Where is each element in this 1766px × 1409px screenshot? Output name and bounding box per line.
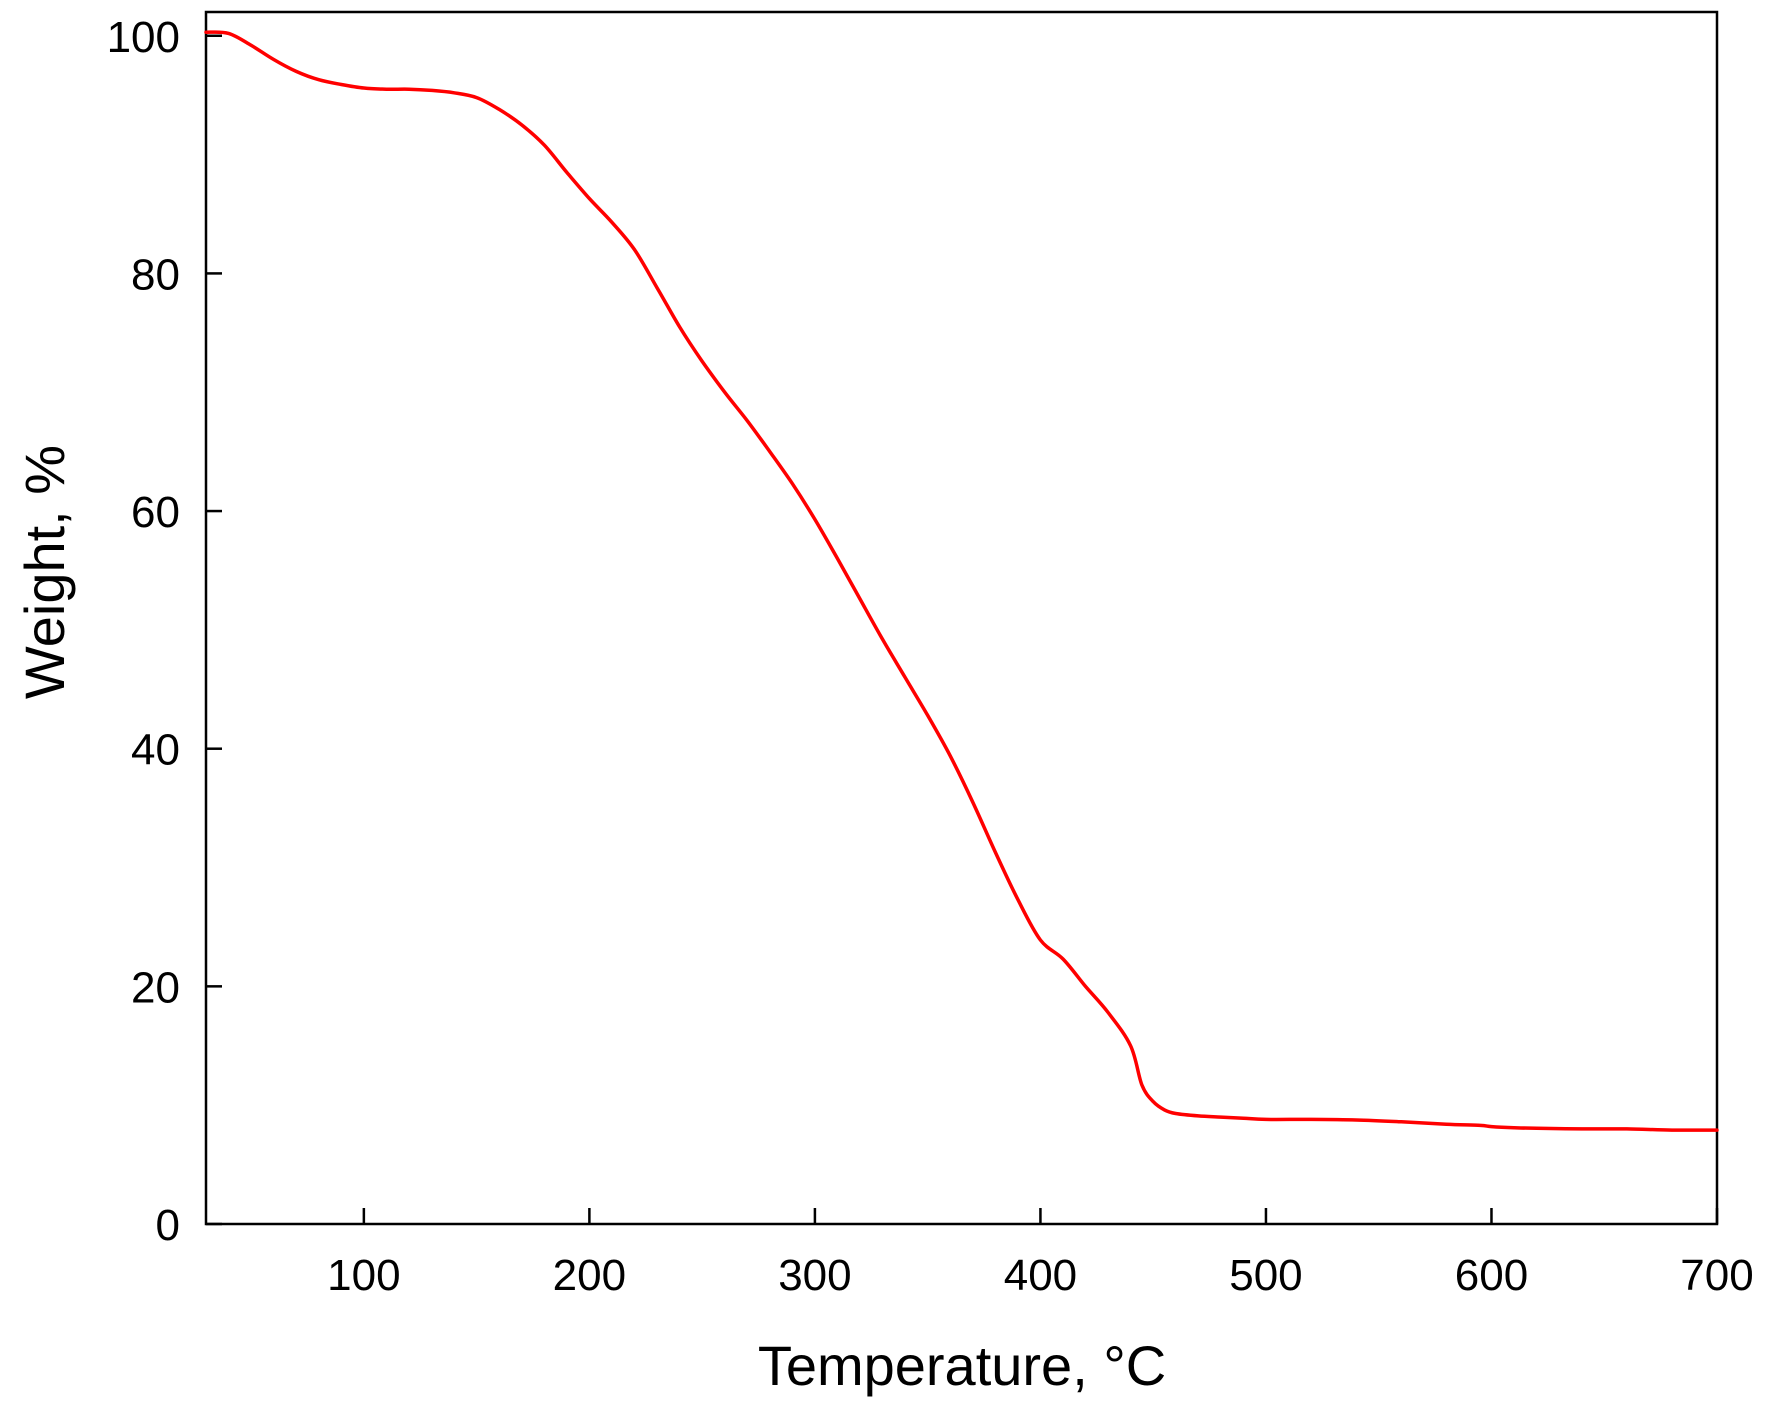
y-tick-label: 20	[131, 963, 180, 1012]
y-tick-label: 40	[131, 726, 180, 775]
y-axis-title: Weight, %	[13, 445, 76, 699]
plot-frame	[204, 10, 1719, 1226]
x-tick-label: 700	[1680, 1251, 1753, 1300]
x-tick-label: 300	[778, 1251, 851, 1300]
x-tick-label: 200	[553, 1251, 626, 1300]
y-tick-label: 60	[131, 488, 180, 537]
plot-area	[204, 10, 1719, 1226]
x-tick-label: 100	[327, 1251, 400, 1300]
x-tick-label: 600	[1455, 1251, 1528, 1300]
series-line-0	[204, 30, 1719, 1132]
y-tick-label: 0	[156, 1201, 180, 1250]
x-tick-label: 400	[1004, 1251, 1077, 1300]
y-axis: 0 20 40 60 80 100	[107, 13, 222, 1250]
y-tick-label: 80	[131, 250, 180, 299]
x-axis: 100 200 300 400 500 600 700	[327, 1208, 1754, 1300]
x-tick-label: 500	[1229, 1251, 1302, 1300]
x-axis-title: Temperature, °C	[758, 1334, 1166, 1397]
y-tick-label: 100	[107, 13, 180, 62]
